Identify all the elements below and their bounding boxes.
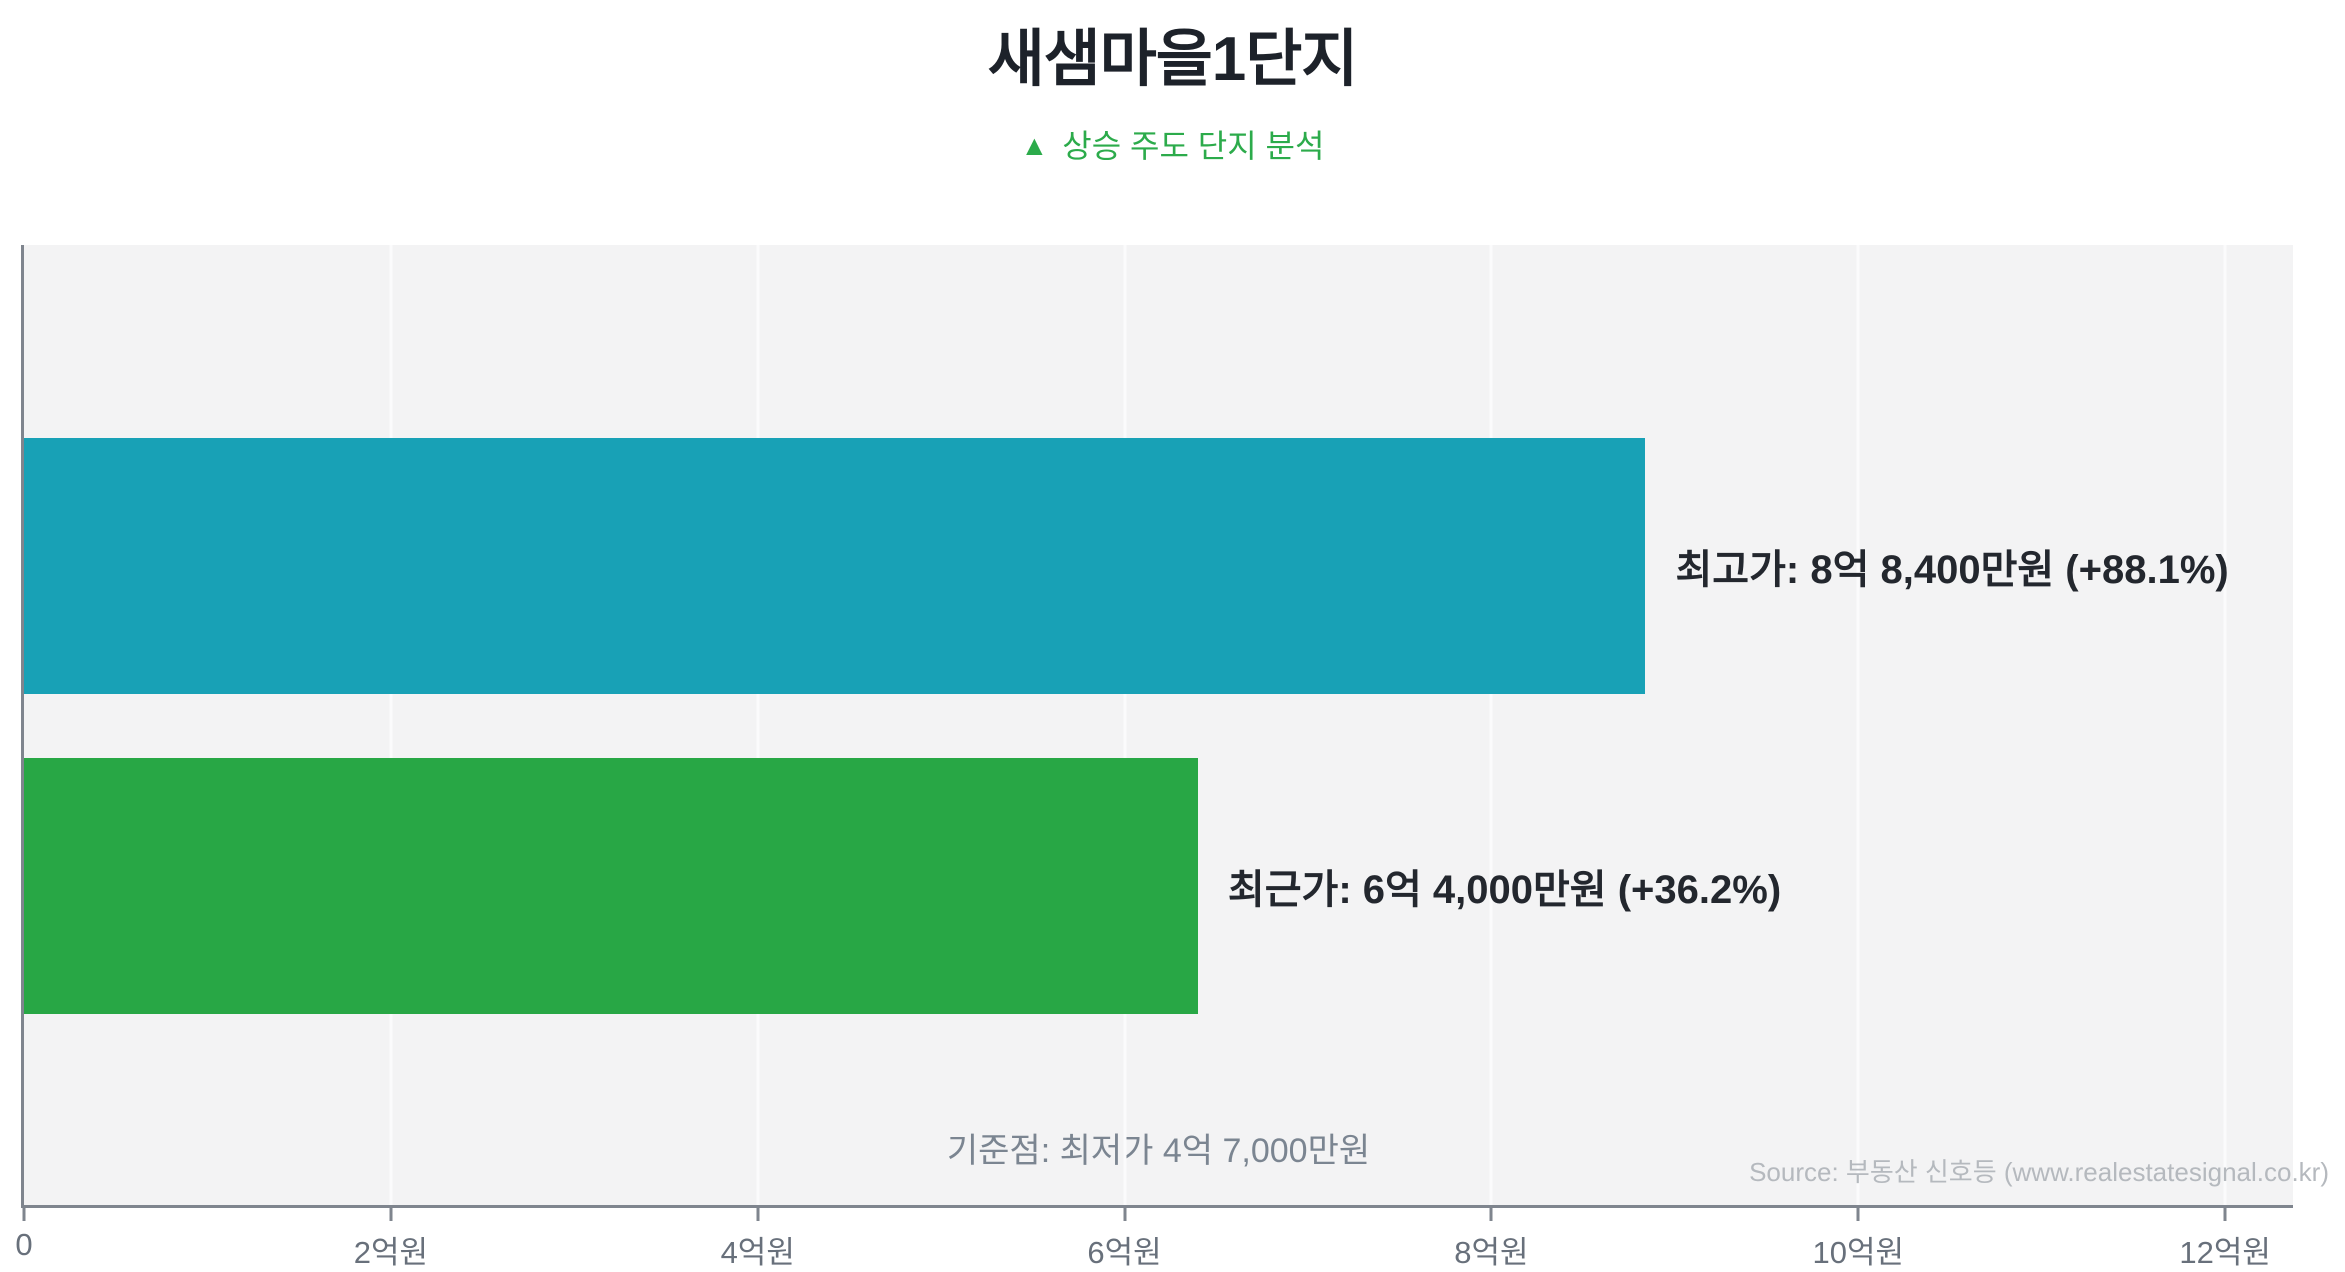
bar-label-최근가: 최근가: 6억 4,000만원 (+36.2%) xyxy=(1227,868,1782,912)
gridline xyxy=(2223,245,2227,1205)
plot-area: 기준점: 최저가 4억 7,000만원 0 2억원 4억원 6억원 8억원 10억원 12억… xyxy=(15,245,2293,1270)
chart-title: 새샘마을1단지 xyxy=(987,25,1359,94)
baseline-annotation: 기준점: 최저가 4억 7,000만원 xyxy=(946,1132,1371,1170)
gridline xyxy=(1489,245,1493,1205)
chart-subtitle-label: 상승 주도 단지 분석 xyxy=(1062,128,1325,164)
x-axis-tick-mark xyxy=(389,1205,393,1221)
x-axis-tick-mark xyxy=(756,1205,760,1221)
x-axis-tick-label: 12억원 xyxy=(2179,1235,2271,1270)
gridline xyxy=(1123,245,1127,1205)
gridline xyxy=(756,245,760,1205)
x-axis-tick-label: 0 xyxy=(15,1227,33,1262)
gridline xyxy=(389,245,393,1205)
x-axis-tick-mark xyxy=(22,1205,26,1221)
x-axis-tick-label: 4억원 xyxy=(720,1235,795,1270)
x-axis-tick-mark xyxy=(1123,1205,1127,1221)
source-attribution: Source: 부동산 신호등 (www.realestatesignal.co… xyxy=(1749,1157,2329,1187)
x-axis-tick-label: 8억원 xyxy=(1454,1235,1529,1270)
bar-최근가 xyxy=(24,758,1198,1014)
x-axis-tick-label: 2억원 xyxy=(353,1235,428,1270)
x-axis-tick-mark xyxy=(2223,1205,2227,1221)
up-triangle-icon: ▲ xyxy=(1020,130,1049,161)
x-axis-tick-label: 6억원 xyxy=(1087,1235,1162,1270)
x-axis-tick-mark xyxy=(1489,1205,1493,1221)
gridline xyxy=(1856,245,1860,1205)
x-axis-tick-label: 10억원 xyxy=(1812,1235,1905,1270)
x-axis-tick-mark xyxy=(1856,1205,1860,1221)
chart-subtitle: ▲ 상승 주도 단지 분석 xyxy=(0,121,2345,167)
bar-최고가 xyxy=(24,438,1646,694)
bar-label-최고가: 최고가: 8억 8,400만원 (+88.1%) xyxy=(1675,548,2229,592)
